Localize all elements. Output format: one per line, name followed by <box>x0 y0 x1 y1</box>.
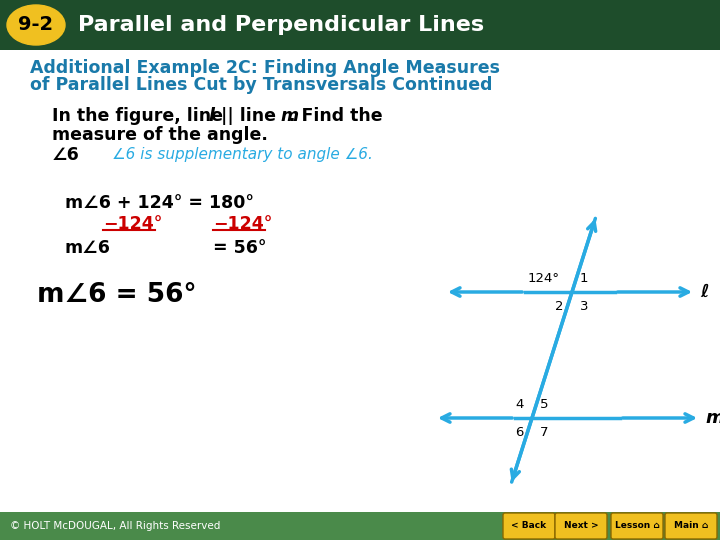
Text: m∠6 + 124° = 180°: m∠6 + 124° = 180° <box>65 194 254 212</box>
Text: m∠6 = 56°: m∠6 = 56° <box>37 282 197 308</box>
Text: m: m <box>705 409 720 427</box>
Text: 3: 3 <box>580 300 588 313</box>
Text: . Find the: . Find the <box>289 107 382 125</box>
Text: ℓ: ℓ <box>700 283 708 301</box>
Text: 7: 7 <box>540 426 549 438</box>
Text: 6: 6 <box>516 426 524 438</box>
Text: Next >: Next > <box>564 522 598 530</box>
Ellipse shape <box>7 5 65 45</box>
Text: 1: 1 <box>580 272 588 285</box>
Text: In the figure, line: In the figure, line <box>52 107 229 125</box>
Text: Lesson ⌂: Lesson ⌂ <box>615 522 660 530</box>
Text: || line: || line <box>215 107 282 125</box>
FancyBboxPatch shape <box>555 513 607 539</box>
FancyBboxPatch shape <box>665 513 717 539</box>
Text: < Back: < Back <box>511 522 546 530</box>
Text: l: l <box>208 107 214 125</box>
Text: measure of the angle.: measure of the angle. <box>52 126 268 144</box>
Text: 2: 2 <box>556 300 564 313</box>
Text: 9-2: 9-2 <box>19 16 53 35</box>
Text: 4: 4 <box>516 397 524 410</box>
Text: −124°: −124° <box>103 215 163 233</box>
Text: © HOLT McDOUGAL, All Rights Reserved: © HOLT McDOUGAL, All Rights Reserved <box>10 521 220 531</box>
Text: m∠6: m∠6 <box>65 239 111 257</box>
Text: Parallel and Perpendicular Lines: Parallel and Perpendicular Lines <box>78 15 484 35</box>
Text: ∠6 is supplementary to angle ∠6.: ∠6 is supplementary to angle ∠6. <box>112 147 373 163</box>
Text: m: m <box>280 107 298 125</box>
Bar <box>0 512 720 540</box>
Text: Main ⌂: Main ⌂ <box>674 522 708 530</box>
Text: Additional Example 2C: Finding Angle Measures: Additional Example 2C: Finding Angle Mea… <box>30 59 500 77</box>
FancyBboxPatch shape <box>611 513 663 539</box>
Text: ∠6: ∠6 <box>52 146 80 164</box>
Text: −124°: −124° <box>213 215 272 233</box>
Text: of Parallel Lines Cut by Transversals Continued: of Parallel Lines Cut by Transversals Co… <box>30 76 492 94</box>
Bar <box>0 0 720 50</box>
Text: = 56°: = 56° <box>213 239 266 257</box>
FancyBboxPatch shape <box>503 513 555 539</box>
Text: 124°: 124° <box>528 272 560 285</box>
Text: 5: 5 <box>540 397 549 410</box>
